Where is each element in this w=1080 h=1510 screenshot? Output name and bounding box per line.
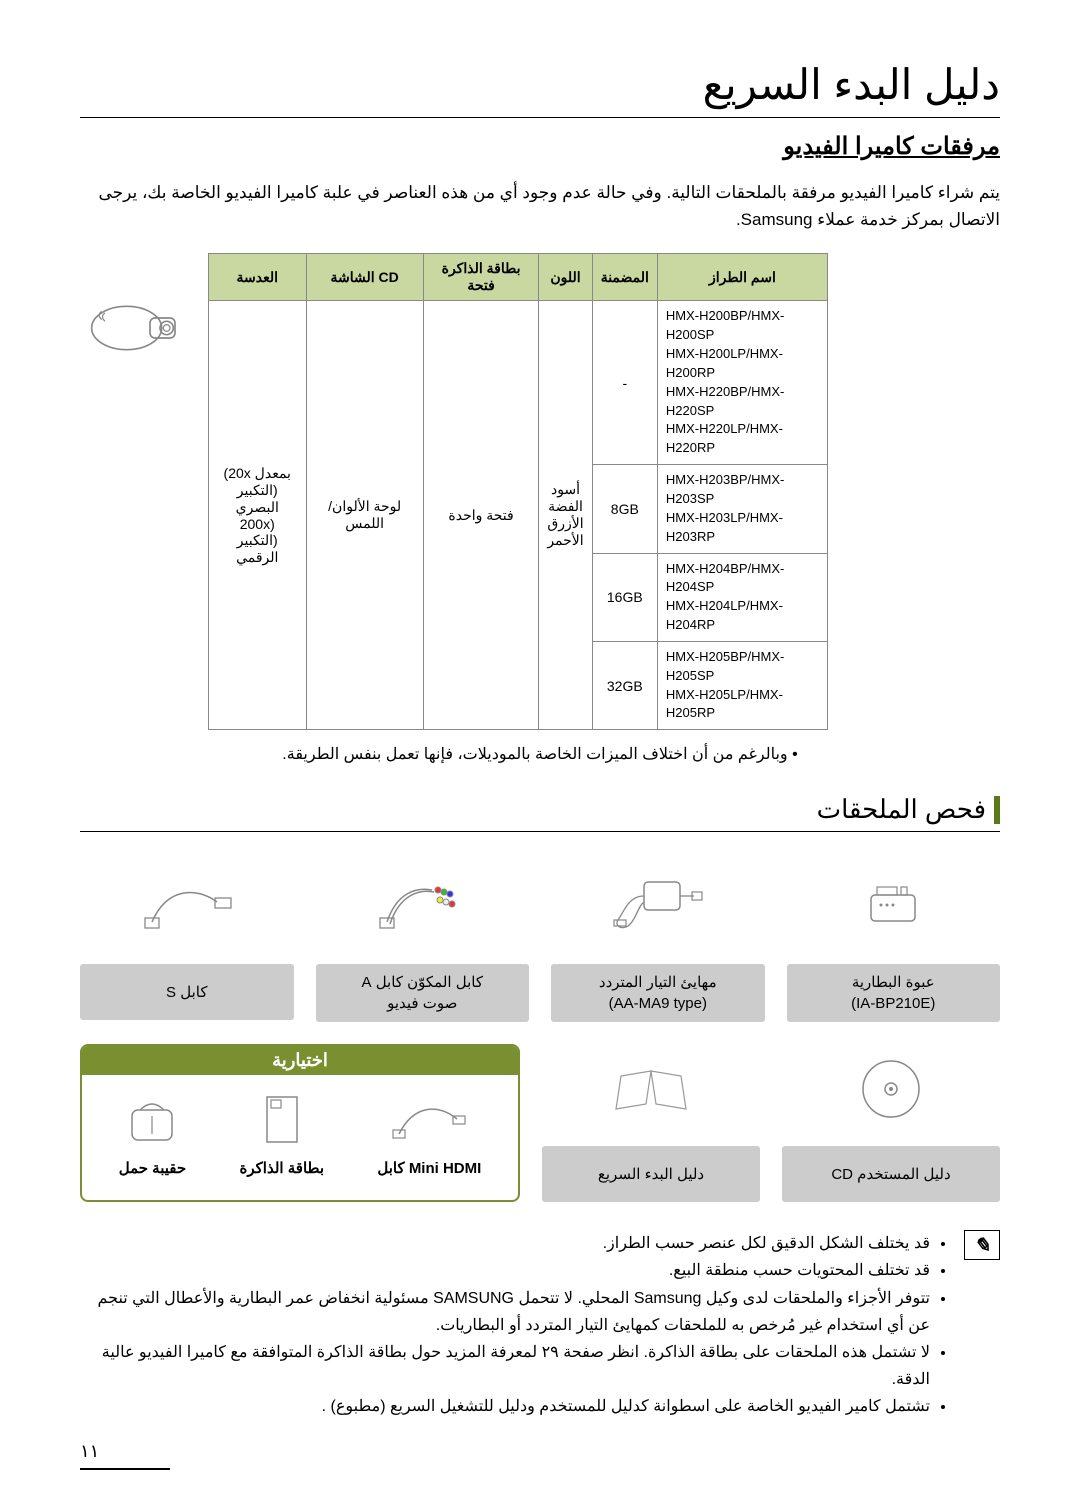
table-header: اللون: [539, 254, 592, 301]
memory-cell: 8GB: [592, 465, 657, 553]
model-cell: HMX-H200BP/HMX-H200SPHMX-H200LP/HMX-H200…: [657, 301, 827, 465]
section-bar: [994, 796, 1000, 824]
note-icon: ✎: [964, 1230, 1000, 1260]
accessory-card: مهايئ التيار المتردد(AA-MA9 type): [551, 862, 765, 1022]
accessory-icon: [551, 862, 765, 952]
table-row: HMX-H200BP/HMX-H200SPHMX-H200LP/HMX-H200…: [209, 301, 828, 465]
table-header: اسم الطراز: [657, 254, 827, 301]
footnote-item: قد تختلف المحتويات حسب منطقة البيع.: [80, 1257, 930, 1284]
camera-illustration: [80, 253, 190, 363]
accessory-label: دليل البدء السريع: [542, 1146, 760, 1202]
accessory-icon: [316, 862, 530, 952]
accessories-row2: دليل المستخدم CD دليل البدء السريع اختيا…: [80, 1044, 1000, 1202]
footnote-item: تشتمل كامير الفيديو الخاصة على اسطوانة ك…: [80, 1393, 930, 1420]
optional-item-label: Mini HDMI كابل: [377, 1159, 481, 1177]
model-cell: HMX-H205BP/HMX-H205SPHMX-H205LP/HMX-H205…: [657, 641, 827, 729]
footnotes-list: قد يختلف الشكل الدقيق لكل عنصر حسب الطرا…: [80, 1230, 950, 1420]
memory-cell: 32GB: [592, 641, 657, 729]
accessory-card: عبوة البطارية(IA-BP210E): [787, 862, 1001, 1022]
accessory-label: دليل المستخدم CD: [782, 1146, 1000, 1202]
camcorder-icon: [85, 293, 185, 363]
accessory-icon: [787, 862, 1001, 952]
optional-item-icon: [377, 1089, 481, 1149]
accessory-card: كابل S: [80, 862, 294, 1022]
optional-item: حقيبة حمل: [119, 1089, 186, 1177]
optional-header: اختيارية: [82, 1046, 518, 1075]
footnotes-block: ✎ قد يختلف الشكل الدقيق لكل عنصر حسب الط…: [80, 1230, 1000, 1420]
model-cell: HMX-H203BP/HMX-H203SPHMX-H203LP/HMX-H203…: [657, 465, 827, 553]
accessories-grid-row1: عبوة البطارية(IA-BP210E) مهايئ التيار الم…: [80, 862, 1000, 1022]
optional-item-label: بطاقة الذاكرة: [240, 1159, 325, 1177]
spec-table: اسم الطرازالمضمنةاللونبطاقة الذاكرة فتحة…: [208, 253, 828, 730]
table-header: العدسة: [209, 254, 307, 301]
page-title: دليل البدء السريع: [80, 60, 1000, 118]
lcd-cell: لوحة الألوان/اللمس: [306, 301, 423, 730]
footnote-item: تتوفر الأجزاء والملحقات لدى وكيل Samsung…: [80, 1285, 930, 1339]
accessory-label: عبوة البطارية(IA-BP210E): [787, 964, 1001, 1022]
cd-icon: [782, 1044, 1000, 1134]
optional-item-icon: [119, 1089, 186, 1149]
memory-cell: 16GB: [592, 553, 657, 641]
accessories-title: فحص الملحقات: [817, 794, 986, 825]
accessory-icon: [80, 862, 294, 952]
memory-cell: -: [592, 301, 657, 465]
guide-icon: [542, 1044, 760, 1134]
accessory-label: كابل S: [80, 964, 294, 1020]
accessory-card-cd: دليل المستخدم CD: [782, 1044, 1000, 1202]
optional-accessories-box: اختيارية Mini HDMI كابل بطاقة الذاكرة حقيب…: [80, 1044, 520, 1202]
table-header: المضمنة: [592, 254, 657, 301]
intro-text: يتم شراء كاميرا الفيديو مرفقة بالملحقات …: [80, 179, 1000, 233]
bottom-rule: [80, 1468, 170, 1470]
optional-item-label: حقيبة حمل: [119, 1159, 186, 1177]
accessories-section-header: فحص الملحقات: [80, 794, 1000, 832]
model-cell: HMX-H204BP/HMX-H204SPHMX-H204LP/HMX-H204…: [657, 553, 827, 641]
table-note: • وبالرغم من أن اختلاف الميزات الخاصة با…: [80, 744, 1000, 764]
accessory-card: كابل المكوّن كابل Aصوت فيديو: [316, 862, 530, 1022]
accessory-label: مهايئ التيار المتردد(AA-MA9 type): [551, 964, 765, 1022]
footnote-item: قد يختلف الشكل الدقيق لكل عنصر حسب الطرا…: [80, 1230, 930, 1257]
footnote-item: لا تشتمل هذه الملحقات على بطاقة الذاكرة.…: [80, 1339, 930, 1393]
page-number: ١١: [80, 1441, 1000, 1462]
optional-item: Mini HDMI كابل: [377, 1089, 481, 1177]
color-cell: أسودالفضةالأزرقالأحمر: [539, 301, 592, 730]
accessory-card-guide: دليل البدء السريع: [542, 1044, 760, 1202]
optional-item: بطاقة الذاكرة: [240, 1089, 325, 1177]
optional-item-icon: [240, 1089, 325, 1149]
spec-table-row: اسم الطرازالمضمنةاللونبطاقة الذاكرة فتحة…: [80, 253, 1000, 730]
table-header: بطاقة الذاكرة فتحة: [423, 254, 539, 301]
lens-cell: بمعدل 20x)(التكبير البصري(200x(التكبير ا…: [209, 301, 307, 730]
table-header: CD الشاشة: [306, 254, 423, 301]
accessory-label: كابل المكوّن كابل Aصوت فيديو: [316, 964, 530, 1022]
slot-cell: فتحة واحدة: [423, 301, 539, 730]
section-subtitle: مرفقات كاميرا الفيديو: [80, 132, 1000, 161]
